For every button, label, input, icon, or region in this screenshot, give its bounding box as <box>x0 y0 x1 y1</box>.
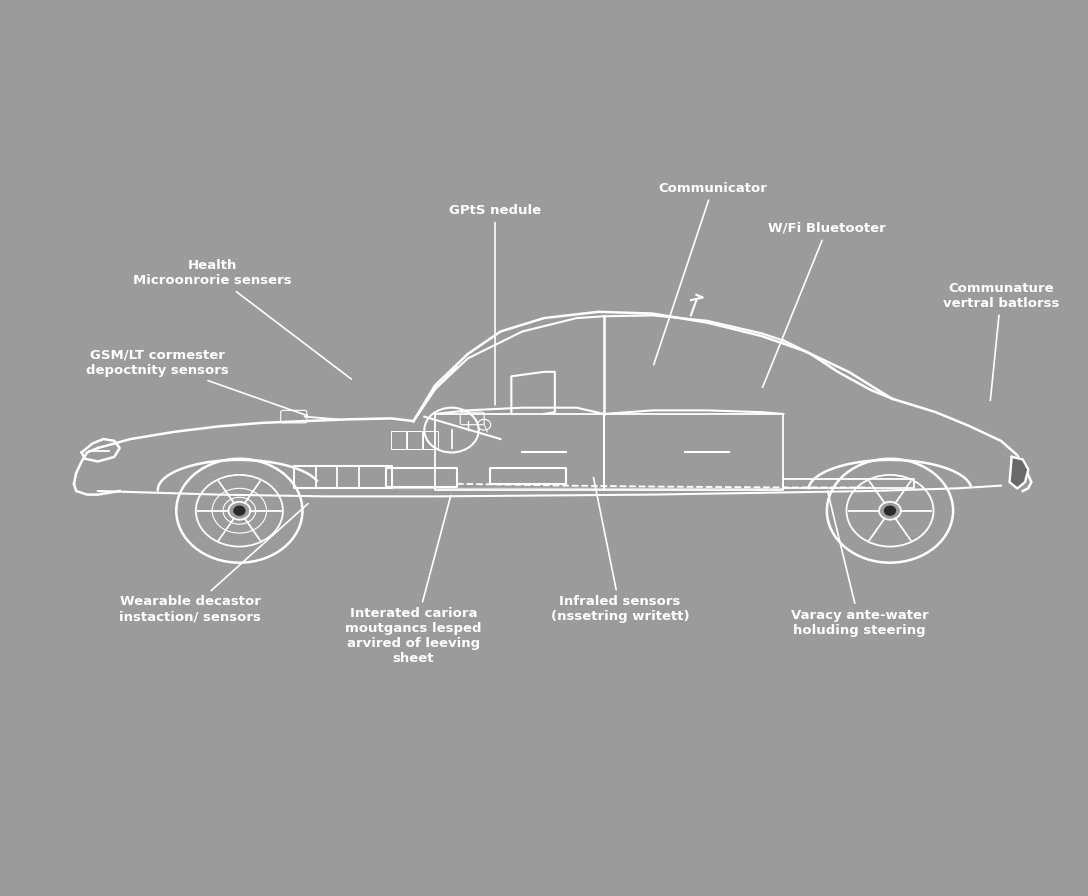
Text: GSM/LT cormester
depoctnity sensors: GSM/LT cormester depoctnity sensors <box>86 349 308 416</box>
Text: Communature
vertral batlorss: Communature vertral batlorss <box>943 281 1059 401</box>
Text: Wearable decastor
instaction/ sensors: Wearable decastor instaction/ sensors <box>120 504 308 624</box>
Circle shape <box>234 506 245 515</box>
Text: Interated cariora
moutgancs lesped
arvired of leeving
sheet: Interated cariora moutgancs lesped arvir… <box>345 495 482 665</box>
Polygon shape <box>1010 457 1028 488</box>
Text: GPtS nedule: GPtS nedule <box>449 204 541 405</box>
Circle shape <box>885 506 895 515</box>
Text: Health
Microonrorie sensers: Health Microonrorie sensers <box>133 259 351 379</box>
Text: Infraled sensors
(nssetring writett): Infraled sensors (nssetring writett) <box>551 478 690 624</box>
Text: Varacy ante-water
holuding steering: Varacy ante-water holuding steering <box>791 491 928 637</box>
Text: Communicator: Communicator <box>654 182 767 365</box>
Text: W/Fi Bluetooter: W/Fi Bluetooter <box>763 222 886 387</box>
